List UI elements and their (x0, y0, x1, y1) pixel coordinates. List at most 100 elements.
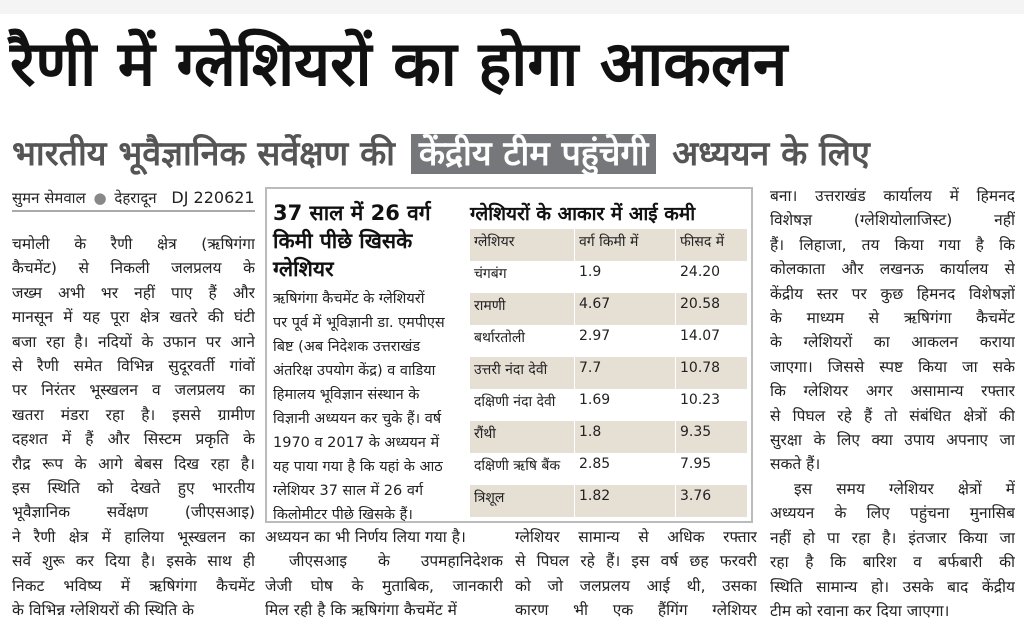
percent-cell: 7.95 (675, 453, 748, 485)
text-line: इस समय ग्लेशियर क्षेत्रों में (794, 479, 1015, 498)
text-line: जेजी घोष के मुताबिक, जानकारी (265, 576, 503, 595)
text-line: पर निरंतर भूस्खलन व जलप्रलय का (12, 381, 255, 400)
text-line: से पिघल रहे हैं। इस वर्ष छह फरवरी (515, 552, 757, 571)
sidebar-line: विज्ञानी अध्ययन कर चुके हैं। वर्ष (273, 411, 442, 427)
subheadline: भारतीय भूवैज्ञानिक सर्वेक्षण की केंद्रीय… (12, 128, 870, 180)
text-line: सुरक्षा के लिए क्या उपाय अपनाए जा (770, 431, 1015, 450)
text-line: ग्लेशियर सामान्य से अधिक रफ्तार (515, 528, 757, 546)
table-header-row: ग्लेशियर वर्ग किमी में फीसद में (470, 229, 748, 261)
text-line: टीम को रवाना कर दिया जाएगा। (770, 601, 950, 620)
text-line: भूवैज्ञानिक सर्वेक्षण (जीएसआइ) (12, 503, 255, 522)
text-line: अध्ययन का भी निर्णय लिया गया है। (265, 528, 466, 546)
table-row: रौंथी 1.8 9.35 (470, 421, 748, 453)
glacier-name-cell: उत्तरी नंदा देवी (470, 357, 575, 389)
info-box: 37 साल में 26 वर्ग किमी पीछे खिसके ग्लेश… (265, 187, 753, 523)
area-cell: 2.97 (574, 325, 676, 357)
area-cell: 7.7 (574, 357, 676, 389)
top-strip (0, 0, 1024, 14)
glacier-name-cell: रामणी (470, 293, 575, 325)
text-line: मिल रही है कि ऋषिगंगा कैचमेंट में (265, 601, 457, 620)
column-header: फीसद में (675, 229, 748, 261)
text-line: से रैणी समेत विभिन्न सुदूरवर्ती गांवों (12, 357, 255, 376)
sidebar-line: अंतरिक्ष उपयोग केंद्र) व वाडिया (273, 363, 436, 379)
text-line: सर्वे शुरू कर दिया है। इसके साथ ही (12, 552, 255, 571)
text-line: के विभिन्न ग्लेशियरों की स्थिति के (12, 601, 194, 620)
area-cell: 2.85 (574, 453, 676, 485)
table-row: बर्थारतोली 2.97 14.07 (470, 325, 748, 357)
percent-cell: 3.76 (675, 485, 748, 517)
text-line: को जो जलप्रलय आई थी, उसका (515, 576, 757, 595)
byline: सुमन सेमवाल ● देहरादून DJ 220621 (12, 186, 255, 212)
text-line: नहीं हो पा रहा है। इंतजार किया जा (770, 528, 1015, 547)
percent-cell: 20.58 (675, 293, 748, 325)
glacier-name-cell: चंगबंग (470, 261, 575, 293)
sidebar-line: किलोमीटर पीछे खिसके हैं। (273, 507, 413, 523)
area-cell: 1.8 (574, 421, 676, 453)
sidebar-story: 37 साल में 26 वर्ग किमी पीछे खिसके ग्लेश… (273, 199, 468, 527)
glacier-name-cell: दक्षिणी ऋषि बैंक (470, 453, 575, 485)
glacier-table: ग्लेशियर वर्ग किमी में फीसद में चंगबंग 1.… (470, 229, 748, 517)
bullet-icon: ● (93, 189, 107, 207)
text-line: से पिघल रहे हैं तो संबंधित क्षेत्रों की (770, 406, 1015, 425)
glacier-table-panel: ग्लेशियरों के आकार में आई कमी ग्लेशियर व… (470, 199, 748, 517)
article-column-1: चमोली के रैणी क्षेत्र (ऋषिगंगा कैचमेंट) स… (12, 232, 255, 623)
column-header: वर्ग किमी में (574, 229, 676, 261)
article-column-2: अध्ययन का भी निर्णय लिया गया है। जीएसआइ क… (265, 525, 503, 623)
sidebar-line: ऋषिगंगा कैचमेंट के ग्लेशियरों (273, 291, 425, 307)
text-line: रहा है कि बारिश व बर्फबारी की (770, 553, 1015, 572)
table-row: दक्षिणी नंदा देवी 1.69 10.23 (470, 389, 748, 421)
glacier-name-cell: रौंथी (470, 421, 575, 453)
percent-cell: 10.78 (675, 357, 748, 389)
text-line: इस स्थिति को देखते हुए भारतीय (12, 479, 255, 498)
dateline-place: देहरादून (114, 189, 157, 207)
table-row: उत्तरी नंदा देवी 7.7 10.78 (470, 357, 748, 389)
text-line: कि ग्लेशियर अगर असामान्य रफ्तार (770, 382, 1015, 401)
table-title: ग्लेशियरों के आकार में आई कमी (470, 203, 696, 225)
percent-cell: 24.20 (675, 261, 748, 293)
percent-cell: 10.23 (675, 389, 748, 421)
area-cell: 1.69 (574, 389, 676, 421)
edition-code: DJ 220621 (171, 188, 255, 207)
text-line: कैचमेंट) से निकली जलप्रलय के (12, 259, 255, 278)
sidebar-line: बिष्ट (अब निदेशक उत्तराखंड (273, 339, 421, 355)
text-line: ने रैणी क्षेत्र में हालिया भूस्खलन का (12, 527, 255, 546)
text-line: जाएगा। जिससे स्पष्ट किया जा सके (770, 357, 1015, 376)
text-line: बना। उत्तराखंड कार्यालय में हिमनद (770, 187, 1015, 205)
text-line: चमोली के रैणी क्षेत्र (ऋषिगंगा (12, 235, 255, 253)
glacier-name-cell: बर्थारतोली (470, 325, 575, 357)
area-cell: 1.9 (574, 261, 676, 293)
table-body: चंगबंग 1.9 24.20 रामणी 4.67 20.58 बर्थारतोली 2.… (470, 261, 748, 517)
subheadline-after: अध्ययन के लिए (672, 134, 870, 174)
sidebar-line: ग्लेशियर 37 साल में 26 वर्ग (273, 483, 424, 499)
table-row: चंगबंग 1.9 24.20 (470, 261, 748, 293)
glacier-name-cell: दक्षिणी नंदा देवी (470, 389, 575, 421)
text-line: सकते हैं। (770, 455, 821, 474)
author: सुमन सेमवाल (12, 189, 86, 207)
text-line: के माध्यम से ऋषिगंगा कैचमेंट (770, 309, 1015, 328)
text-line: हैं। लिहाजा, तय किया गया है कि (770, 235, 1015, 254)
sidebar-line: पर पूर्व में भूविज्ञानी डा. एमपीएस (273, 315, 445, 331)
article-column-4: बना। उत्तराखंड कार्यालय में हिमनद विशेषज्… (770, 184, 1015, 623)
area-cell: 4.67 (574, 293, 676, 325)
text-line: दहशत में हैं और सिस्टम प्रकृति के (12, 430, 255, 449)
column-header: ग्लेशियर (470, 229, 575, 261)
text-line: जख्म अभी भर नहीं पाए हैं और (12, 283, 255, 302)
sidebar-body: ऋषिगंगा कैचमेंट के ग्लेशियरों पर पूर्व मे… (273, 287, 468, 527)
sidebar-line: यह पाया गया है कि यहां के आठ (273, 459, 443, 475)
table-row: रामणी 4.67 20.58 (470, 293, 748, 325)
text-line: निकट भविष्य में ऋषिगंगा कैचमेंट (12, 576, 255, 595)
subheadline-highlight: केंद्रीय टीम पहुंचेगी (410, 134, 657, 174)
text-line: जीएसआइ के उपमहानिदेशक (289, 552, 503, 571)
glacier-name-cell: त्रिशूल (470, 485, 575, 517)
sidebar-title: 37 साल में 26 वर्ग किमी पीछे खिसके ग्लेश… (273, 201, 431, 281)
text-line: के ग्लेशियरों का आकलन कराया (770, 333, 1015, 352)
percent-cell: 9.35 (675, 421, 748, 453)
area-cell: 1.82 (574, 485, 676, 517)
text-line: केंद्रीय स्तर पर कुछ हिमनद विशेषज्ञों (770, 284, 1015, 303)
text-line: कारण भी एक हैंगिंग ग्लेशियर (515, 601, 757, 620)
percent-cell: 14.07 (675, 325, 748, 357)
text-line: अध्ययन के लिए पहुंचना मुनासिब (770, 504, 1015, 523)
table-row: त्रिशूल 1.82 3.76 (470, 485, 748, 517)
text-line: रौद्र रूप के आगे बेबस दिख रहा है। (12, 454, 255, 473)
table-row: दक्षिणी ऋषि बैंक 2.85 7.95 (470, 453, 748, 485)
